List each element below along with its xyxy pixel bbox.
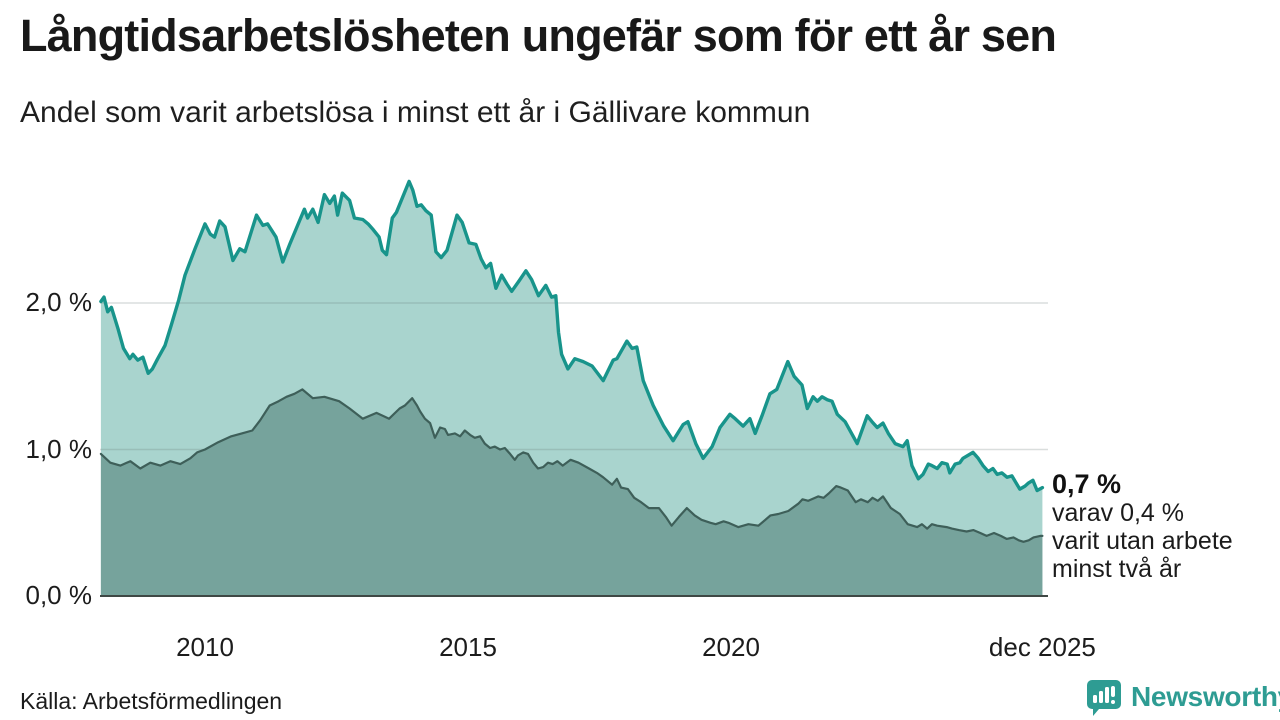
annotation-line: varit utan arbete bbox=[1052, 527, 1233, 555]
page-subtitle: Andel som varit arbetslösa i minst ett å… bbox=[20, 96, 811, 129]
line-2yr bbox=[99, 388, 1044, 543]
y-tick-label: 1,0 % bbox=[25, 433, 93, 464]
y-tick-label: 2,0 % bbox=[25, 287, 93, 317]
newsworthy-logo-text: Newsworthy bbox=[1131, 681, 1280, 712]
annotation-value: 0,7 % bbox=[1052, 469, 1122, 499]
y-tick-label: 0,0 % bbox=[25, 580, 93, 610]
newsworthy-logo: Newsworthy bbox=[1085, 678, 1280, 716]
newsworthy-logo-icon bbox=[1087, 680, 1121, 716]
x-tick-label: dec 2025 bbox=[988, 632, 1096, 662]
x-tick-label: 2015 bbox=[439, 632, 497, 662]
page-title: Långtidsarbetslösheten ungefär som för e… bbox=[20, 10, 1057, 61]
line-1yr bbox=[99, 179, 1045, 493]
latest-value-annotation: 0,7 % varav 0,4 % varit utan arbete mins… bbox=[1052, 469, 1233, 583]
annotation-line: varav 0,4 % bbox=[1052, 499, 1185, 527]
x-tick-label: 2010 bbox=[176, 632, 234, 662]
x-tick-label: 2020 bbox=[702, 632, 760, 662]
source-text: Källa: Arbetsförmedlingen bbox=[20, 688, 283, 714]
annotation-line: minst två år bbox=[1052, 555, 1182, 583]
area-2yr bbox=[100, 389, 1043, 596]
